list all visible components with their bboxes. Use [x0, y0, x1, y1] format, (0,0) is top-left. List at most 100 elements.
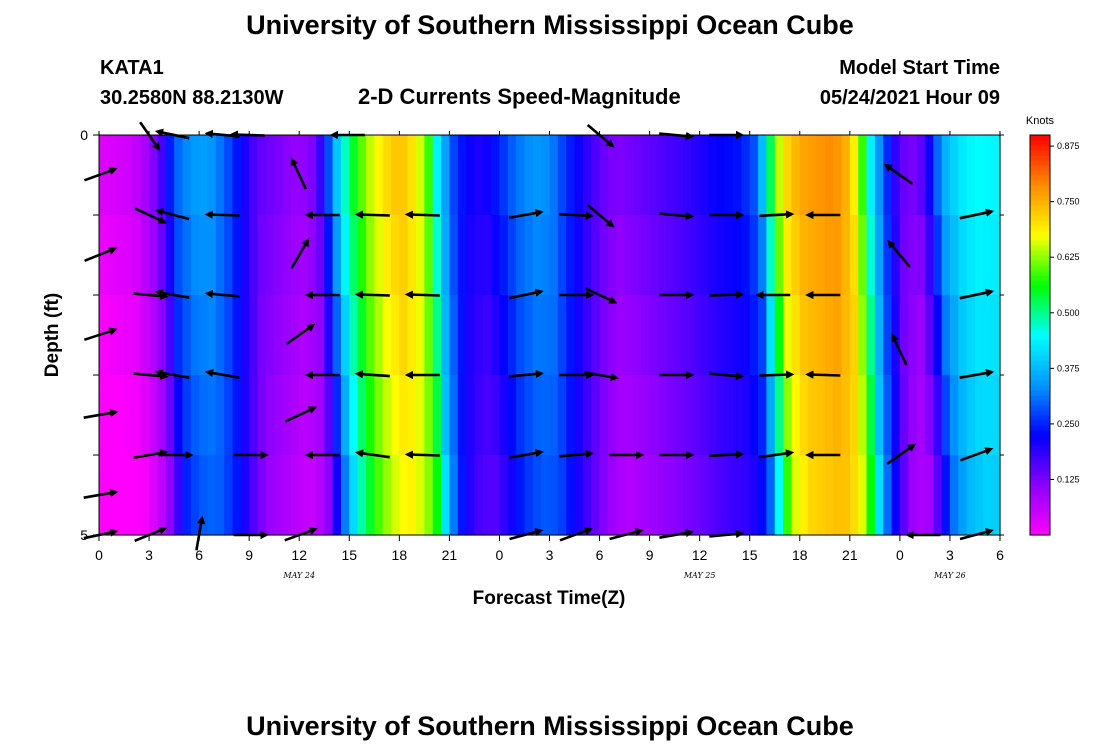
colorbar-tick-label: 0.625 — [1057, 252, 1080, 262]
heatmap-cell — [799, 215, 809, 296]
heatmap-cell — [799, 295, 809, 376]
heatmap-cell — [165, 375, 175, 456]
current-arrow — [959, 288, 995, 300]
heatmap-cell — [466, 135, 476, 216]
heatmap-cell — [774, 375, 784, 456]
heatmap-cell — [849, 295, 859, 376]
heatmap-cell — [307, 455, 317, 536]
heatmap-cell — [916, 375, 926, 456]
date-label: MAY 26 — [933, 571, 966, 580]
heatmap-cell — [983, 135, 993, 216]
colorbar-segment — [1030, 325, 1050, 331]
heatmap-cell — [933, 295, 943, 376]
heatmap-cell — [966, 135, 976, 216]
heatmap-cell — [274, 375, 284, 456]
heatmap-cell — [891, 295, 901, 376]
heatmap-cell — [349, 375, 359, 456]
heatmap-cell — [157, 215, 167, 296]
heatmap-cell — [165, 215, 175, 296]
heatmap-cell — [274, 295, 284, 376]
heatmap-cell — [299, 215, 309, 296]
heatmap-cell — [482, 375, 492, 456]
heatmap-cell — [933, 135, 943, 216]
heatmap-cell — [557, 135, 567, 216]
heatmap-cell — [365, 375, 375, 456]
heatmap-cell — [616, 135, 626, 216]
heatmap-cell — [699, 215, 709, 296]
heatmap-cell — [107, 455, 117, 536]
heatmap-cell — [441, 455, 450, 536]
current-arrow — [284, 406, 318, 423]
heatmap-cell — [724, 375, 734, 456]
heatmap-cell — [816, 295, 826, 376]
heatmap-cell — [207, 455, 217, 536]
heatmap-cell — [974, 375, 984, 456]
heatmap-cell — [307, 135, 317, 216]
heatmap-cell — [866, 375, 876, 456]
colorbar-segment — [1030, 415, 1050, 421]
heatmap-cell — [491, 215, 501, 296]
colorbar-segment — [1030, 360, 1050, 366]
heatmap-cell — [749, 295, 759, 376]
heatmap-cell — [516, 135, 526, 216]
y-axis-label: Depth (ft) — [42, 293, 63, 377]
heatmap-cell — [299, 375, 309, 456]
model-start-label: Model Start Time — [839, 57, 1000, 79]
current-arrow — [204, 210, 240, 219]
y-tick-label: 5 — [80, 527, 88, 543]
heatmap-cell — [290, 295, 300, 376]
heatmap-cell — [624, 295, 634, 376]
heatmap-cell — [699, 375, 709, 456]
heatmap-cell — [466, 455, 476, 536]
colorbar-segment — [1030, 150, 1050, 156]
heatmap-cell — [432, 455, 442, 536]
colorbar-segment — [1030, 390, 1050, 396]
colorbar-segment — [1030, 255, 1050, 261]
colorbar-segment — [1030, 140, 1050, 146]
heatmap-cell — [365, 295, 375, 376]
heatmap-cell — [407, 455, 417, 536]
heatmap-cell — [949, 295, 959, 376]
heatmap-cell — [457, 295, 467, 376]
heatmap-cell — [858, 295, 868, 376]
heatmap-cell — [833, 215, 843, 296]
colorbar-segment — [1030, 180, 1050, 186]
heatmap-cell — [758, 455, 767, 536]
heatmap-cell — [416, 295, 425, 376]
heatmap-cell — [315, 215, 325, 296]
heatmap-cell — [716, 215, 726, 296]
heatmap-cell — [983, 455, 993, 536]
heatmap-cell — [799, 135, 809, 216]
heatmap-cell — [874, 215, 884, 296]
heatmap-cell — [332, 215, 342, 296]
heatmap-cell — [791, 135, 801, 216]
x-tick-label: 15 — [341, 547, 357, 563]
heatmap-cell — [340, 135, 350, 216]
heatmap-cell — [357, 215, 367, 296]
colorbar-segment — [1030, 280, 1050, 286]
heatmap-cell — [666, 375, 676, 456]
colorbar-segment — [1030, 455, 1050, 461]
colorbar-tick-label: 0.250 — [1057, 419, 1080, 429]
colorbar-segment — [1030, 425, 1050, 431]
heatmap-cell — [407, 135, 417, 216]
heatmap-cell — [207, 215, 217, 296]
heatmap-cell — [582, 215, 592, 296]
colorbar-segment — [1030, 500, 1050, 506]
heatmap-cell — [399, 135, 409, 216]
heatmap-cell — [332, 295, 342, 376]
heatmap-cell — [190, 295, 200, 376]
heatmap-cell — [549, 375, 559, 456]
heatmap-cell — [624, 215, 634, 296]
heatmap-cell — [99, 135, 108, 216]
heatmap-cell — [132, 375, 142, 456]
heatmap-cell — [424, 295, 434, 376]
colorbar-segment — [1030, 440, 1050, 446]
heatmap-cell — [407, 375, 417, 456]
heatmap-cell — [107, 295, 117, 376]
current-arrow — [133, 448, 169, 459]
heatmap-cell — [499, 135, 509, 216]
heatmap-cell — [541, 295, 551, 376]
heatmap-cell — [265, 215, 275, 296]
heatmap-cell — [599, 215, 609, 296]
